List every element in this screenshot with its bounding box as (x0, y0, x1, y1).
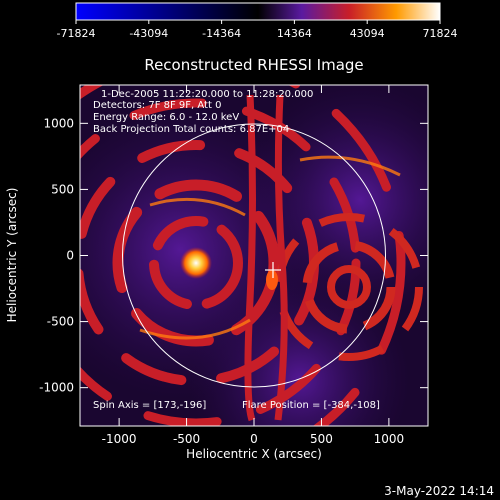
x-tick-label: 0 (250, 432, 258, 446)
y-tick-label: -500 (47, 315, 74, 329)
plot-title: Reconstructed RHESSI Image (144, 56, 363, 74)
x-tick-label: 500 (310, 432, 333, 446)
footer-date: 3-May-2022 14:14 (384, 484, 494, 498)
x-axis-tick-labels: -1000 -500 0 500 1000 (102, 432, 404, 446)
colorbar-tick-label: -43094 (129, 27, 168, 40)
solar-disk-outline (121, 123, 387, 388)
x-tick-label: -500 (173, 432, 200, 446)
x-tick-label: 1000 (374, 432, 405, 446)
time-range: 1-Dec-2005 11:22:20.000 to 11:28:20.000 (101, 89, 313, 100)
energy-range: Energy Range: 6.0 - 12.0 keV (93, 112, 239, 123)
reconstructed-image (80, 85, 428, 426)
y-tick-label: 1000 (43, 116, 74, 130)
spin-axis: Spin Axis = [173,-196] (93, 400, 206, 411)
colorbar-tick-labels: -71824 -43094 -14364 14364 43094 71824 (57, 27, 458, 40)
colorbar-tick-label: -14364 (202, 27, 241, 40)
flare-source (180, 247, 212, 279)
y-tick-label: 0 (66, 249, 74, 263)
colorbar-ticks (75, 20, 441, 24)
colorbar-tick-label: -71824 (57, 27, 96, 40)
colorbar-tick-label: 71824 (423, 27, 458, 40)
colorbar-tick-label: 14364 (277, 27, 312, 40)
flare-position: Flare Position = [-384,-108] (242, 400, 380, 411)
x-tick-label: -1000 (102, 432, 137, 446)
method-and-counts: Back Projection Total counts: 6.87E+04 (93, 124, 289, 135)
y-tick-label: -1000 (39, 381, 74, 395)
colorbar (75, 2, 441, 21)
x-axis-label: Heliocentric X (arcsec) (186, 447, 322, 461)
observation-info: 1-Dec-2005 11:22:20.000 to 11:28:20.000 … (93, 89, 380, 411)
y-axis-tick-labels: 1000 500 0 -500 -1000 (39, 116, 74, 394)
colorbar-tick-label: 43094 (350, 27, 385, 40)
detectors: Detectors: 7F 8F 9F, Att 0 (93, 100, 221, 111)
y-axis-ticks (80, 122, 428, 389)
y-axis-label: Heliocentric Y (arcsec) (5, 188, 19, 323)
y-tick-label: 500 (51, 182, 74, 196)
disk-center-marker (265, 262, 281, 278)
x-axis-ticks (118, 85, 390, 426)
